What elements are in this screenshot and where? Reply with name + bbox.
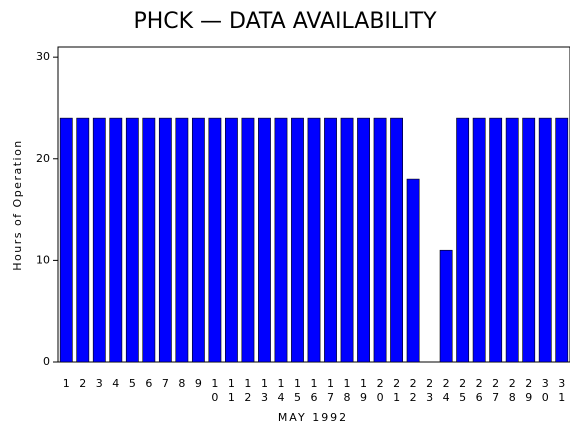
x-tick-label: 2 — [79, 377, 86, 390]
bar — [373, 117, 387, 363]
bar — [439, 249, 453, 363]
bar — [522, 117, 536, 363]
bar — [340, 117, 354, 363]
bar — [324, 117, 337, 363]
bar — [76, 117, 90, 363]
bar — [291, 117, 304, 363]
bar — [241, 117, 255, 363]
bar — [472, 117, 486, 363]
y-tick-label: 20 — [36, 152, 50, 165]
bar — [92, 117, 106, 363]
x-tick-label: 3 — [96, 377, 103, 390]
x-tick-label: 1 — [63, 377, 70, 390]
bar — [109, 117, 123, 363]
bar — [489, 117, 503, 363]
bar — [191, 117, 205, 363]
bar — [307, 117, 321, 363]
y-axis-label: Hours of Operation — [11, 139, 24, 271]
bar — [456, 117, 470, 363]
y-tick-label: 0 — [43, 355, 50, 368]
bar — [208, 117, 222, 363]
x-tick-label: 4 — [112, 377, 119, 390]
bar — [142, 117, 156, 363]
bar — [538, 117, 552, 363]
x-tick-label: 9 — [195, 377, 202, 390]
x-tick-label: 8 — [178, 377, 185, 390]
x-axis-label: MAY 1992 — [278, 411, 348, 424]
bar — [158, 117, 172, 363]
x-tick-label: 6 — [145, 377, 152, 390]
bar — [274, 117, 288, 363]
bar — [555, 117, 569, 363]
bar — [225, 117, 238, 363]
bar — [357, 117, 370, 363]
bar — [175, 117, 189, 363]
bar — [258, 117, 271, 363]
x-tick-label: 5 — [129, 377, 136, 390]
y-tick-label: 30 — [36, 50, 50, 63]
bar — [406, 178, 420, 363]
bar — [125, 117, 139, 363]
chart-title: PHCK — DATA AVAILABILITY — [133, 9, 437, 34]
bar — [59, 117, 73, 363]
y-tick-label: 10 — [36, 253, 50, 266]
bar — [505, 117, 519, 363]
x-tick-label: 7 — [162, 377, 169, 390]
bar — [390, 117, 403, 363]
